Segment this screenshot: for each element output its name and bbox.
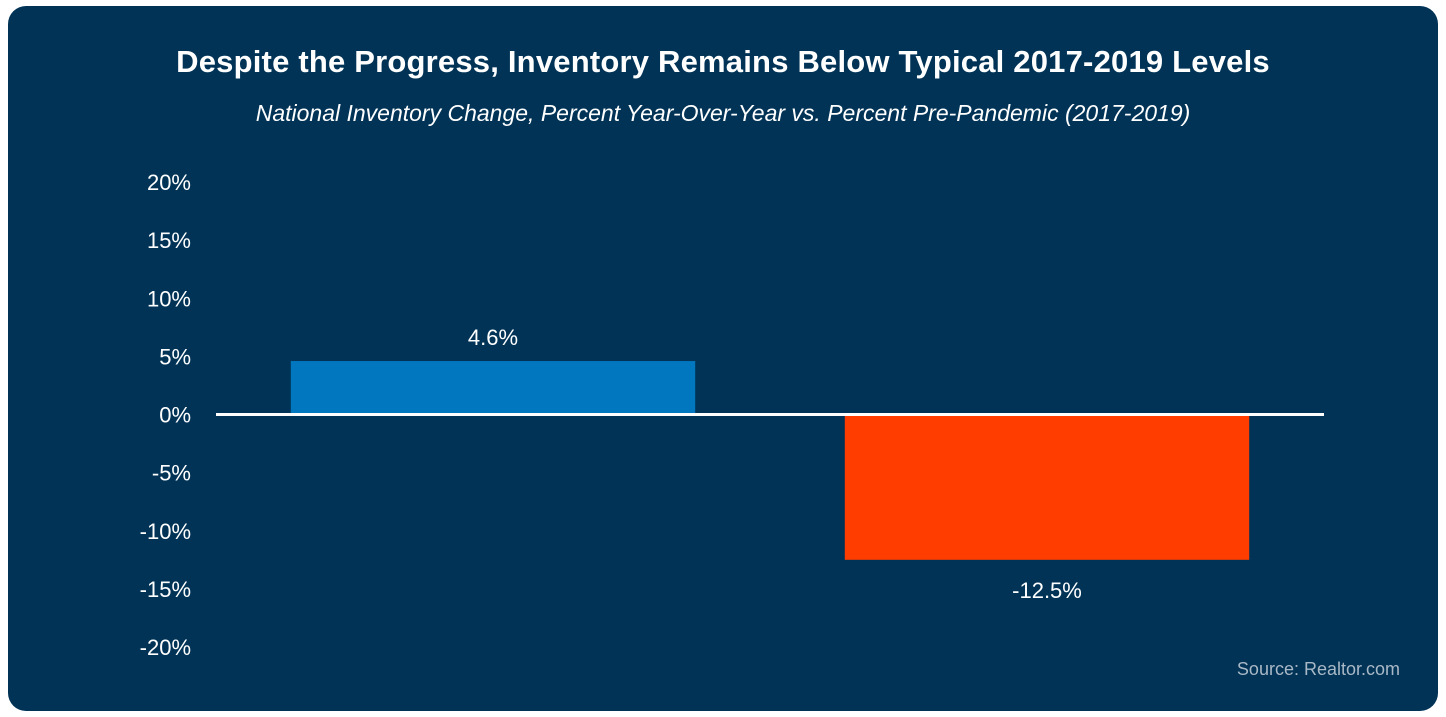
source-note: Source: Realtor.com [1236,659,1400,679]
y-tick-label: -10% [140,519,191,544]
y-tick-label: 10% [147,286,191,311]
y-tick-label: 0% [159,403,191,428]
bar [290,361,696,415]
y-tick-label: -20% [140,635,191,660]
bar-chart-plot: 20% 15% 10% 5% 0% -5% -10% -15% -20% 4.6% -12.5% [140,170,1324,660]
y-tick-label: 5% [159,344,191,369]
y-tick-label: 20% [147,170,191,195]
bars-group [290,361,1250,560]
y-axis-ticks: 20% 15% 10% 5% 0% -5% -10% -15% -20% [140,170,191,660]
chart-subtitle: National Inventory Change, Percent Year-… [255,100,1191,126]
y-tick-label: 15% [147,228,191,253]
data-labels-group: 4.6% -12.5% [468,325,1082,603]
bar-data-label: 4.6% [468,325,518,350]
y-tick-label: -15% [140,577,191,602]
chart-title: Despite the Progress, Inventory Remains … [176,44,1270,79]
y-tick-label: -5% [152,461,191,486]
chart-panel: Despite the Progress, Inventory Remains … [8,6,1438,711]
bar [844,414,1250,560]
bar-data-label: -12.5% [1012,578,1082,603]
